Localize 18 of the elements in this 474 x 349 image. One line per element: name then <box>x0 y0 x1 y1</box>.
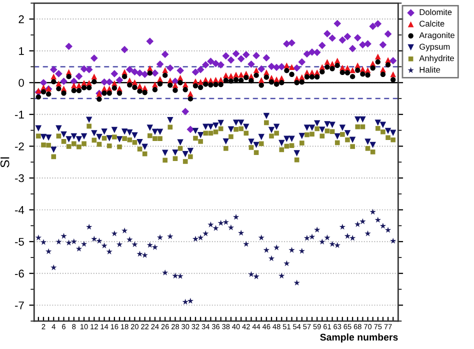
legend-label: Halite <box>420 66 440 73</box>
y-tick-label: -2 <box>15 142 24 150</box>
y-tick-label: -4 <box>15 206 24 214</box>
y-tick-label: 0 <box>18 78 24 87</box>
legend-label: Anhydrite <box>419 55 454 63</box>
y-tick-label: -3 <box>15 174 24 182</box>
x-axis-title: Sample numbers <box>320 333 398 343</box>
y-tick-label: -6 <box>15 270 24 278</box>
legend-label: Calcite <box>420 20 444 27</box>
legend-label: Dolomite <box>420 8 452 16</box>
y-tick-label: -7 <box>15 302 24 310</box>
y-axis-title: SI <box>0 157 10 168</box>
y-tick-label: 1 <box>19 47 24 55</box>
legend-label: Gypsum <box>420 44 450 52</box>
y-tick-label: 2 <box>18 15 24 24</box>
y-tick-label: -5 <box>15 238 24 246</box>
y-tick-label: -1 <box>15 110 24 118</box>
legend-label: Aragonite <box>419 32 454 40</box>
